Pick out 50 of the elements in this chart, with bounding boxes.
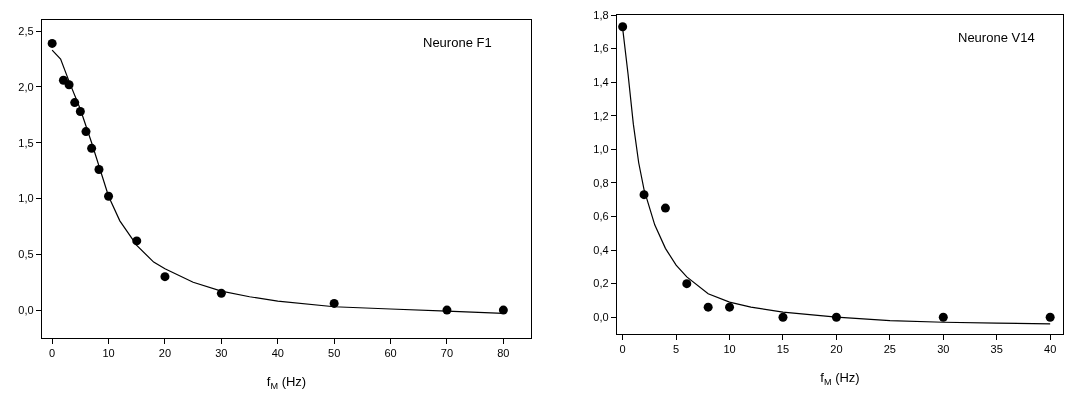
x-tick-label: 5 [673, 343, 680, 356]
y-tick-label: 0,5 [18, 248, 34, 261]
point [703, 302, 713, 312]
x-tick-label: 70 [440, 347, 454, 360]
x-tick-label: 30 [937, 343, 950, 356]
x-tick-label: 0 [49, 347, 56, 360]
x-tick-label: 30 [215, 347, 228, 360]
point [725, 302, 735, 312]
annotation: Neurone F1 [423, 35, 492, 50]
point [498, 305, 508, 315]
x-tick-label: 20 [158, 347, 172, 360]
x-tick-label: 60 [384, 347, 397, 360]
x-tick-label: 15 [776, 343, 790, 356]
x-tick-label: 20 [830, 343, 843, 356]
x-tick-label: 80 [497, 347, 510, 360]
point [47, 38, 57, 48]
y-tick-label: 0,0 [593, 311, 609, 324]
point [1045, 312, 1055, 322]
x-axis-title: f$_{M}$ (Hz) [266, 373, 307, 391]
point [778, 312, 788, 322]
x-axis-title: f$_{M}$ (Hz) [820, 369, 860, 387]
annotation: Neurone V14 [958, 30, 1035, 45]
y-tick-label: 0,0 [18, 303, 34, 316]
x-tick-label: 40 [1044, 343, 1057, 356]
y-tick-label: 0,2 [593, 277, 609, 290]
x-tick-label: 25 [883, 343, 896, 356]
y-tick-label: 1,2 [593, 109, 609, 122]
y-tick-label: 0,6 [593, 210, 609, 223]
point [938, 312, 948, 322]
x-tick-label: 10 [723, 343, 736, 356]
y-tick-label: 2,5 [18, 25, 34, 38]
y-tick-label: 0,4 [593, 243, 609, 256]
y-tick-label: 0,8 [593, 176, 609, 189]
y-tick-label: 1,8 [593, 8, 609, 21]
y-tick-label: 1,4 [593, 76, 609, 89]
point [58, 75, 68, 85]
x-tick-label: 40 [271, 347, 284, 360]
point [682, 279, 692, 289]
y-tick-label: 1,5 [18, 136, 34, 149]
point [160, 272, 170, 282]
x-tick-label: 35 [990, 343, 1003, 356]
x-tick-label: 10 [102, 347, 115, 360]
y-tick-label: 1,0 [18, 192, 34, 205]
y-tick-label: 1,0 [593, 143, 609, 156]
y-tick-label: 2,0 [18, 80, 34, 93]
x-tick-label: 0 [619, 343, 626, 356]
point [618, 22, 628, 32]
y-tick-label: 1,6 [593, 42, 609, 55]
x-tick-label: 50 [328, 347, 341, 360]
point [660, 203, 670, 213]
